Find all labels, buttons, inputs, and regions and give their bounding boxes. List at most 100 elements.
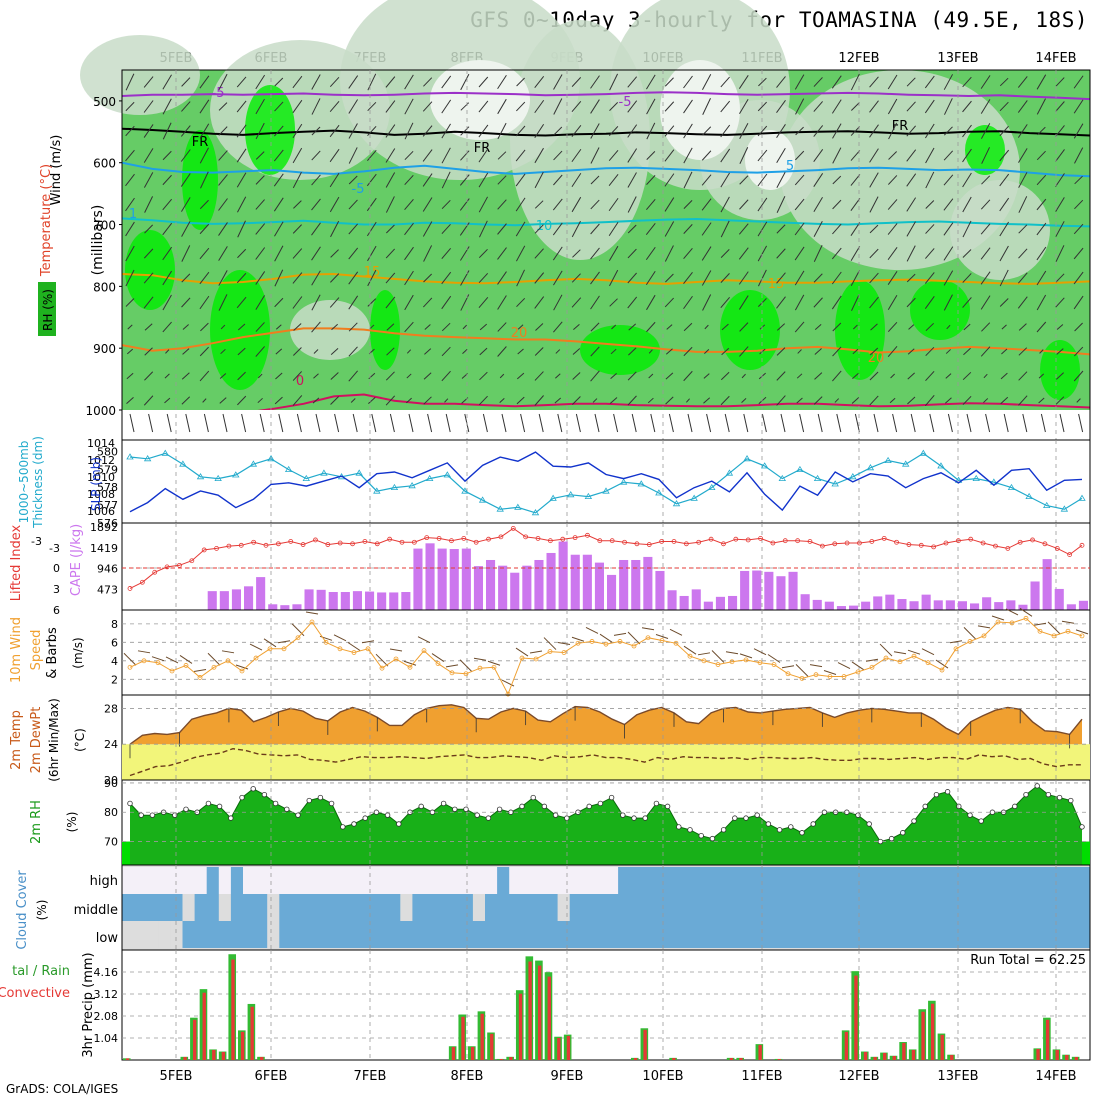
cloud-cell-high <box>896 867 909 894</box>
wind-barb <box>724 413 730 433</box>
wind-barb <box>441 346 451 357</box>
wind-barb <box>665 273 674 283</box>
wind-barb-10m <box>375 653 389 667</box>
date-label-bottom: 12FEB <box>838 1069 879 1084</box>
cloud-cell-middle <box>799 894 813 921</box>
wind-barb-10m <box>655 634 669 639</box>
wind-barb <box>609 269 619 287</box>
cape-bar <box>316 589 326 610</box>
cloud-cell-high <box>1005 867 1018 894</box>
wind-barb <box>892 413 898 433</box>
wind-barb <box>776 371 786 381</box>
wind-barb <box>590 295 600 310</box>
wind-barb <box>776 124 786 138</box>
wind-barb <box>313 373 319 379</box>
cloud-cell-low <box>194 921 208 948</box>
rh-point <box>205 800 212 807</box>
wind-barb <box>999 245 1009 262</box>
wind-barb <box>143 76 154 88</box>
lifted-index-point <box>1054 546 1060 551</box>
wind-barb <box>869 248 879 259</box>
wind-barb <box>832 322 842 332</box>
cloud-cell-high <box>775 867 788 894</box>
wind-speed-point <box>323 639 329 645</box>
cloud-cell-low <box>497 921 510 948</box>
wind-barb <box>165 349 170 354</box>
thickness-point <box>196 473 205 480</box>
lifted-index-point <box>708 536 714 542</box>
cloud-cell-high <box>146 867 159 894</box>
wind-barb <box>962 100 972 113</box>
wind-barb <box>943 150 954 161</box>
precip-bar-convective <box>940 1034 944 1060</box>
cloud-cell-low <box>170 921 183 948</box>
wind-barb <box>850 246 861 261</box>
cloud-cell-middle <box>581 894 595 921</box>
wind-barb <box>219 373 227 379</box>
isotherm--5 <box>121 91 1091 101</box>
wind-barb <box>459 198 470 211</box>
wind-barb <box>757 221 768 237</box>
cloud-layer-label: low <box>96 931 119 946</box>
wind-barb <box>776 76 786 88</box>
wind-barb <box>460 126 470 136</box>
rh-point <box>149 812 156 818</box>
thickness-tick: 578 <box>97 481 118 494</box>
cloud-cell-middle <box>388 894 401 921</box>
cape-bar <box>607 574 617 610</box>
rh-point <box>698 832 704 839</box>
wind-barb <box>572 396 581 405</box>
wind-barb <box>850 270 860 286</box>
wind-barb <box>776 323 786 331</box>
cape-bar <box>655 570 665 610</box>
wind-barb <box>999 173 1010 187</box>
wind-barb <box>794 174 805 186</box>
wind-barb <box>404 198 414 211</box>
wind-barb <box>889 397 896 404</box>
wind-barb <box>813 77 823 87</box>
wind-barb <box>703 397 711 404</box>
cloud-cell-middle <box>424 894 438 921</box>
wind-barb <box>887 295 898 310</box>
rh-point <box>340 824 346 830</box>
wind-speed-point <box>645 635 651 641</box>
wind-barb <box>890 373 895 379</box>
cloud-cell-low <box>436 921 450 948</box>
precip-bar-convective <box>777 1058 781 1060</box>
rh-point <box>1079 824 1085 830</box>
precip-bar-convective <box>633 1057 638 1060</box>
wind-barb <box>852 373 859 379</box>
wind-barb <box>499 373 505 379</box>
rh2m-unit-label: (%) <box>65 812 79 833</box>
wind-barb-10m <box>1033 622 1047 626</box>
wind-barb <box>1039 349 1044 354</box>
wind-barb <box>385 196 395 213</box>
wind-barb <box>613 413 619 433</box>
wind-barb <box>664 297 674 308</box>
cloud-cell-low <box>884 921 897 948</box>
wind-barb <box>1018 196 1028 213</box>
cloud-cell-middle <box>497 894 510 921</box>
wind-barb <box>683 123 693 139</box>
cloud-cell-middle <box>400 894 413 921</box>
wind-barb <box>517 348 524 355</box>
cloud-cell-low <box>702 921 716 948</box>
cloud-layer-label: middle <box>74 903 118 918</box>
wind-barb <box>906 273 916 283</box>
wind-barb <box>162 122 172 140</box>
wind-barb <box>1074 346 1084 357</box>
cloud-cell-high <box>255 867 268 894</box>
wind-barb <box>571 273 581 283</box>
wind-speed-point <box>673 640 679 646</box>
wind-barb <box>962 220 972 238</box>
wind-speed-point <box>701 658 707 664</box>
wind-barb <box>757 101 767 112</box>
slp-tick: 1008 <box>87 488 115 501</box>
cape-bar <box>1018 604 1028 610</box>
wind-barb <box>999 101 1009 112</box>
dewpoint-line <box>129 747 1082 777</box>
wind-barb <box>739 322 749 332</box>
cape-bar <box>437 548 447 610</box>
cape-bar <box>534 559 544 610</box>
precip-bar-convective <box>844 1031 849 1060</box>
